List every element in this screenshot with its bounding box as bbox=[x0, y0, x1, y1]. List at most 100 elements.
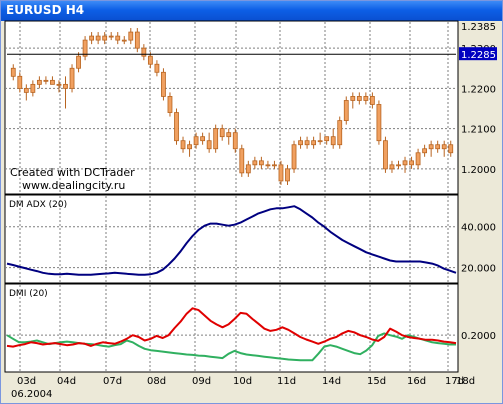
price-candle bbox=[17, 72, 23, 93]
candle-body bbox=[291, 144, 297, 170]
price-candle bbox=[337, 116, 343, 149]
price-candle bbox=[23, 84, 29, 101]
price-candle bbox=[252, 156, 258, 169]
price-candle bbox=[187, 140, 192, 157]
price-candle bbox=[239, 144, 245, 177]
candle-body bbox=[167, 96, 173, 113]
candle-body bbox=[232, 132, 238, 150]
x-tick-label: 03d bbox=[17, 376, 36, 387]
price-candle bbox=[343, 96, 349, 125]
price-candle bbox=[298, 136, 303, 149]
x-tick-label: 09d bbox=[192, 376, 211, 387]
candle-body bbox=[226, 132, 232, 138]
price-candle bbox=[330, 128, 336, 149]
candle-body bbox=[213, 128, 219, 150]
candle-body bbox=[245, 164, 251, 174]
price-candle bbox=[265, 160, 271, 169]
candle-body bbox=[141, 47, 147, 57]
candle-body bbox=[69, 67, 75, 89]
candle-body bbox=[330, 136, 336, 146]
candle-body bbox=[95, 35, 101, 41]
price-candle bbox=[356, 92, 362, 105]
candle-body bbox=[337, 120, 343, 146]
price-candle bbox=[291, 140, 297, 173]
price-candle bbox=[30, 80, 36, 97]
x-tick-label: 07d bbox=[103, 376, 122, 387]
candle-body bbox=[311, 140, 317, 146]
candle-body bbox=[102, 35, 108, 41]
price-candle bbox=[441, 140, 447, 157]
price-candle bbox=[36, 76, 42, 89]
candle-body bbox=[206, 140, 212, 150]
current-price-label: 1.2285 bbox=[461, 50, 496, 61]
price-panel bbox=[4, 20, 459, 195]
x-tick-label: 08d bbox=[147, 376, 166, 387]
price-candle bbox=[206, 132, 212, 153]
candle-body bbox=[402, 160, 408, 166]
watermark-line-1: Created with DCTrader bbox=[10, 166, 135, 179]
candle-body bbox=[422, 148, 428, 154]
title-bar[interactable]: EURUSD H4 bbox=[1, 1, 502, 21]
candle-body bbox=[108, 35, 114, 38]
adx-panel bbox=[4, 194, 459, 284]
price-candle bbox=[108, 32, 114, 41]
candle-body bbox=[115, 35, 121, 41]
price-candle bbox=[435, 140, 441, 153]
price-candle bbox=[180, 136, 186, 153]
price-candle bbox=[226, 128, 232, 145]
price-candle bbox=[95, 32, 101, 45]
price-candle bbox=[389, 160, 395, 173]
x-tick-label: 18d bbox=[456, 376, 475, 387]
candle-body bbox=[17, 75, 23, 89]
x-tick-label: 15d bbox=[367, 376, 386, 387]
price-candle bbox=[448, 140, 454, 157]
price-candle bbox=[324, 136, 330, 145]
price-candle bbox=[317, 132, 323, 145]
price-candle bbox=[121, 36, 127, 45]
price-candle bbox=[213, 124, 219, 153]
price-candle bbox=[422, 144, 428, 157]
candle-body bbox=[200, 136, 206, 142]
price-candle bbox=[115, 32, 121, 45]
candle-body bbox=[428, 144, 434, 150]
dmi-series bbox=[6, 307, 457, 362]
candle-body bbox=[258, 160, 264, 166]
price-candle bbox=[285, 164, 290, 185]
price-candle bbox=[89, 32, 95, 45]
price-candle bbox=[350, 92, 356, 109]
x-tick-label: 11d bbox=[277, 376, 296, 387]
candle-body bbox=[272, 164, 277, 167]
candle-body bbox=[82, 39, 88, 57]
price-candle bbox=[278, 160, 284, 185]
price-candle bbox=[128, 28, 134, 45]
price-candle bbox=[304, 136, 310, 149]
price-candle bbox=[69, 64, 75, 93]
candle-body bbox=[265, 164, 271, 167]
price-candle bbox=[402, 156, 408, 173]
candle-body bbox=[415, 152, 421, 166]
candle-body bbox=[128, 31, 134, 41]
candle-body bbox=[363, 96, 369, 101]
candle-body bbox=[435, 144, 441, 150]
price-candle bbox=[219, 124, 225, 141]
candle-body bbox=[193, 136, 199, 146]
price-candle bbox=[76, 52, 81, 73]
candle-body bbox=[448, 144, 454, 154]
candle-body bbox=[239, 148, 245, 174]
price-candle bbox=[154, 60, 160, 77]
price-candle bbox=[167, 92, 173, 117]
candle-body bbox=[89, 35, 95, 41]
price-candle bbox=[409, 156, 414, 169]
price-candle bbox=[161, 68, 166, 101]
price-candle bbox=[415, 148, 421, 169]
candle-body bbox=[285, 168, 290, 182]
current-price-badge bbox=[459, 47, 497, 61]
candle-body bbox=[409, 160, 414, 166]
y-tick-label: 1.2100 bbox=[461, 125, 496, 136]
dmi-plus-line bbox=[6, 307, 457, 348]
window-title: EURUSD H4 bbox=[6, 3, 85, 17]
price-candle bbox=[56, 80, 62, 93]
price-candle bbox=[363, 92, 369, 105]
candle-body bbox=[43, 79, 49, 82]
candle-body bbox=[76, 55, 81, 69]
